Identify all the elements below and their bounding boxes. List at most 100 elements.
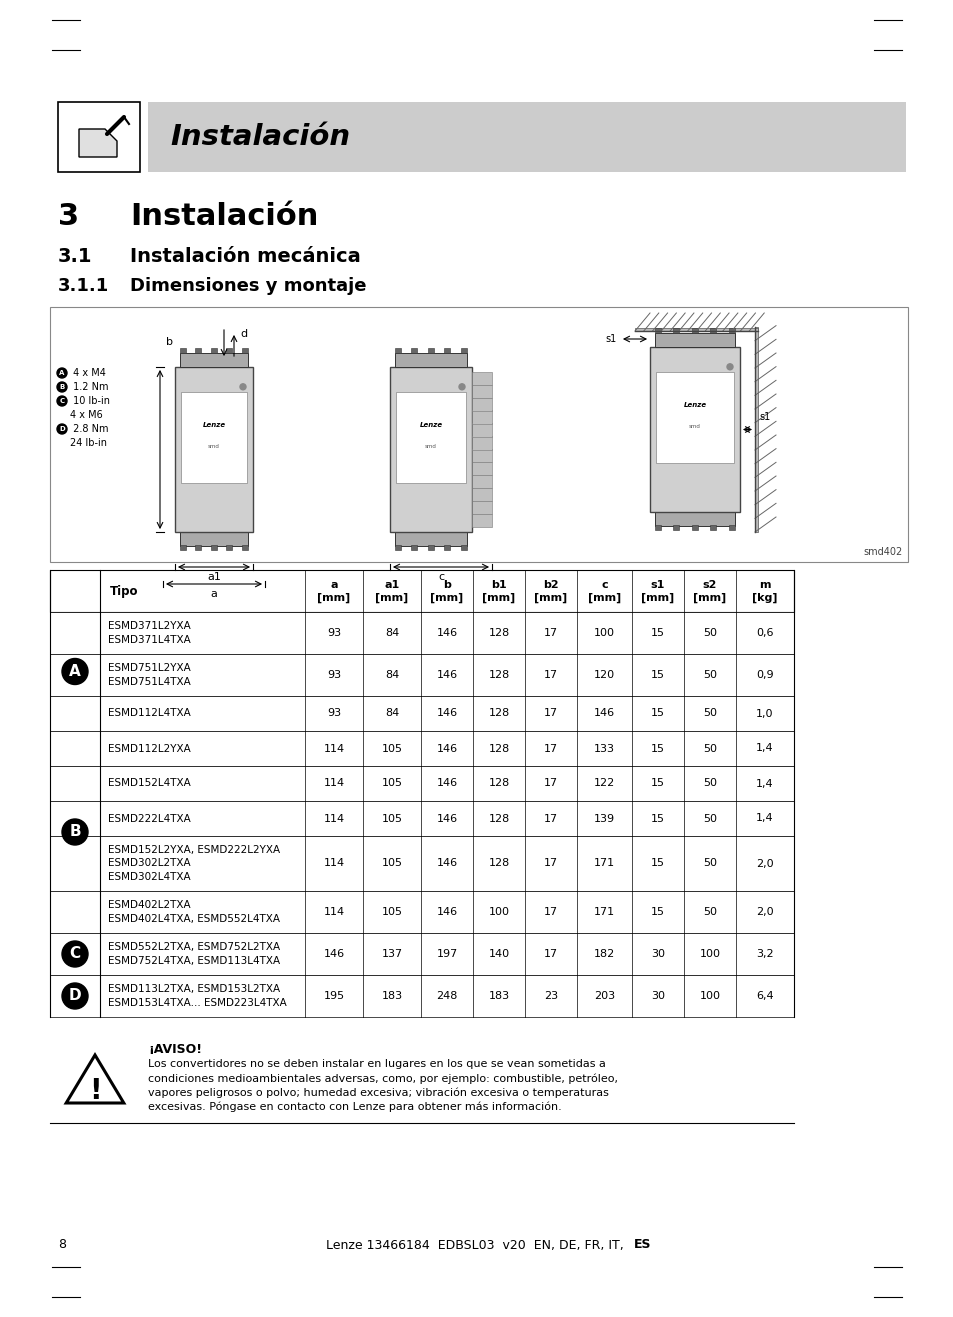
Text: ESMD112L2YXA: ESMD112L2YXA — [108, 744, 191, 753]
Bar — [50, 766, 793, 801]
Bar — [710, 525, 716, 529]
Text: 137: 137 — [381, 950, 402, 959]
Circle shape — [62, 942, 88, 967]
Circle shape — [57, 424, 67, 435]
Bar — [180, 532, 248, 547]
Text: 15: 15 — [650, 709, 664, 719]
Text: s2: s2 — [702, 579, 717, 590]
Text: Instalación: Instalación — [130, 202, 318, 230]
Bar — [635, 328, 758, 331]
Bar — [444, 545, 450, 551]
Bar — [691, 525, 698, 529]
Text: ESMD751L2YXA
ESMD751L4TXA: ESMD751L2YXA ESMD751L4TXA — [108, 664, 191, 686]
Text: 140: 140 — [488, 950, 509, 959]
Bar — [472, 423, 492, 436]
Bar — [50, 892, 793, 932]
Text: 50: 50 — [702, 670, 717, 680]
Circle shape — [57, 367, 67, 378]
Text: 50: 50 — [702, 628, 717, 637]
Text: 50: 50 — [702, 814, 717, 823]
Text: [kg]: [kg] — [752, 593, 777, 603]
Text: !: ! — [89, 1077, 101, 1105]
Text: 84: 84 — [384, 670, 398, 680]
Bar — [472, 500, 492, 514]
Text: 17: 17 — [543, 907, 558, 917]
Text: A: A — [59, 370, 65, 375]
Text: ESMD112L4TXA: ESMD112L4TXA — [108, 709, 191, 719]
Bar — [50, 570, 793, 612]
Text: A: A — [69, 664, 81, 680]
Bar — [411, 348, 417, 353]
Text: 50: 50 — [702, 859, 717, 868]
Circle shape — [240, 383, 246, 390]
Bar — [673, 328, 679, 333]
Text: smd: smd — [688, 424, 700, 429]
Text: ESMD152L2YXA, ESMD222L2YXA
ESMD302L2TXA
ESMD302L4TXA: ESMD152L2YXA, ESMD222L2YXA ESMD302L2TXA … — [108, 846, 280, 881]
Text: 17: 17 — [543, 744, 558, 753]
Text: 17: 17 — [543, 814, 558, 823]
Text: 100: 100 — [594, 628, 615, 637]
Text: ESMD222L4TXA: ESMD222L4TXA — [108, 814, 191, 823]
Circle shape — [62, 982, 88, 1009]
Text: 183: 183 — [381, 990, 402, 1001]
Text: 146: 146 — [436, 709, 457, 719]
Text: 114: 114 — [323, 778, 344, 789]
Text: 50: 50 — [702, 709, 717, 719]
Text: 146: 146 — [436, 814, 457, 823]
Text: 15: 15 — [650, 670, 664, 680]
Bar — [395, 348, 400, 353]
Text: 15: 15 — [650, 859, 664, 868]
Text: 1,4: 1,4 — [756, 814, 773, 823]
Bar — [174, 367, 253, 532]
Bar — [50, 801, 793, 836]
Text: excesivas. Póngase en contacto con Lenze para obtener más información.: excesivas. Póngase en contacto con Lenze… — [148, 1101, 561, 1112]
Text: 93: 93 — [327, 709, 341, 719]
Text: D: D — [59, 425, 65, 432]
Bar — [395, 353, 467, 367]
Text: 128: 128 — [488, 814, 509, 823]
Bar — [50, 307, 907, 562]
Text: Tipo: Tipo — [110, 585, 138, 598]
Text: 1.2 Nm: 1.2 Nm — [70, 382, 109, 392]
Text: b: b — [167, 337, 173, 346]
Text: 195: 195 — [323, 990, 344, 1001]
Text: B: B — [59, 385, 65, 390]
Text: 146: 146 — [436, 778, 457, 789]
Text: a: a — [330, 579, 337, 590]
Text: ESMD113L2TXA, ESMD153L2TXA
ESMD153L4TXA... ESMD223L4TXA: ESMD113L2TXA, ESMD153L2TXA ESMD153L4TXA.… — [108, 984, 287, 1008]
Text: 146: 146 — [436, 907, 457, 917]
Bar — [395, 532, 467, 547]
Text: 3,2: 3,2 — [756, 950, 773, 959]
Circle shape — [62, 819, 88, 846]
Text: Lenze 13466184  EDBSL03  v20  EN, DE, FR, IT,: Lenze 13466184 EDBSL03 v20 EN, DE, FR, I… — [326, 1238, 627, 1251]
Text: 105: 105 — [381, 778, 402, 789]
Text: [mm]: [mm] — [640, 593, 674, 603]
Bar — [148, 101, 905, 173]
Text: Instalación: Instalación — [170, 122, 350, 151]
Text: 203: 203 — [594, 990, 615, 1001]
Text: Lenze: Lenze — [202, 421, 225, 428]
Text: 248: 248 — [436, 990, 457, 1001]
Text: smd: smd — [425, 444, 436, 449]
Polygon shape — [66, 1055, 124, 1104]
Text: smd: smd — [208, 444, 220, 449]
Circle shape — [57, 382, 67, 392]
Bar — [673, 525, 679, 529]
Bar — [472, 489, 492, 502]
Text: 4 x M4: 4 x M4 — [70, 367, 106, 378]
Text: Lenze: Lenze — [419, 421, 442, 428]
Text: 146: 146 — [436, 670, 457, 680]
Text: 197: 197 — [436, 950, 457, 959]
Text: 17: 17 — [543, 859, 558, 868]
Text: 3.1: 3.1 — [58, 248, 92, 266]
Text: 105: 105 — [381, 907, 402, 917]
Text: 171: 171 — [594, 859, 615, 868]
Text: Lenze: Lenze — [682, 402, 706, 408]
Text: [mm]: [mm] — [693, 593, 726, 603]
Bar — [242, 545, 248, 551]
Text: c: c — [437, 572, 443, 582]
Text: 114: 114 — [323, 907, 344, 917]
Bar — [390, 367, 472, 532]
Bar — [472, 398, 492, 411]
Bar — [428, 545, 434, 551]
